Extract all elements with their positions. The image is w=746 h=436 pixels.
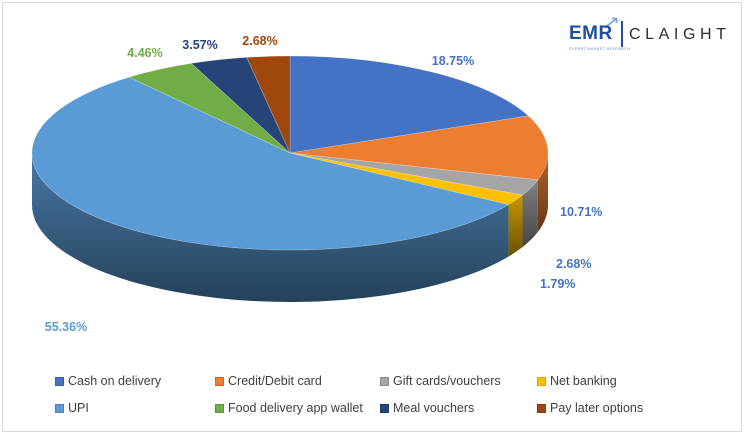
legend-label-meal-vouchers: Meal vouchers [393, 401, 475, 415]
data-label-credit-debit-card: 10.71% [560, 205, 602, 219]
legend-swatch-food-delivery-app-wallet [215, 403, 224, 413]
legend-item-net-banking: Net banking [537, 374, 617, 388]
legend-label-upi: UPI [68, 401, 89, 415]
legend-swatch-pay-later-options [537, 403, 546, 413]
logo-divider [621, 21, 623, 47]
legend-label-net-banking: Net banking [550, 374, 617, 388]
data-label-upi: 55.36% [45, 320, 87, 334]
pie-side-credit-debit-card [537, 153, 548, 232]
emr-claight-logo: EMR EXPERT MARKET RESEARCH CLAIGHT [563, 17, 743, 57]
pie-slice-net-banking [289, 152, 524, 205]
pie-chart: 18.75% 10.71% 2.68% 1.79% 55.36% 4.46% 3.57% 2.… [31, 34, 602, 334]
pie-slice-credit-debit-card [289, 115, 549, 181]
chart-frame: 18.75% 10.71% 2.68% 1.79% 55.36% 4.46% 3.57% 2.… [2, 2, 742, 432]
legend-swatch-credit-debit-card [215, 376, 224, 386]
pie-slice-pay-later-options [246, 55, 291, 154]
legend-swatch-cash-on-delivery [55, 376, 64, 386]
legend-item-gift-cards-vouchers: Gift cards/vouchers [380, 374, 501, 388]
legend-item-cash-on-delivery: Cash on delivery [55, 374, 161, 388]
legend-item-food-delivery-app-wallet: Food delivery app wallet [215, 401, 363, 415]
pie-side-gift-cards-vouchers [522, 179, 538, 248]
pie-slice-upi [31, 76, 510, 251]
legend-label-food-delivery-app-wallet: Food delivery app wallet [228, 401, 363, 415]
legend-swatch-gift-cards-vouchers [380, 376, 389, 386]
legend-swatch-upi [55, 403, 64, 413]
pie-slice-food-delivery-app-wallet [128, 63, 291, 154]
logo-tagline: EXPERT MARKET RESEARCH [569, 46, 631, 51]
data-label-gift-cards-vouchers: 2.68% [556, 257, 591, 271]
pie-slice-gift-cards-vouchers [289, 152, 539, 196]
legend-label-pay-later-options: Pay later options [550, 401, 644, 415]
legend-label-credit-debit-card: Credit/Debit card [228, 374, 322, 388]
legend-label-gift-cards-vouchers: Gift cards/vouchers [393, 374, 501, 388]
data-label-pay-later-options: 2.68% [242, 34, 277, 48]
legend-item-upi: UPI [55, 401, 89, 415]
legend-swatch-meal-vouchers [380, 403, 389, 413]
data-label-meal-vouchers: 3.57% [182, 38, 217, 52]
pie-side-upi [32, 153, 509, 302]
pie-side-net-banking [508, 195, 523, 257]
logo-claight-text: CLAIGHT [629, 26, 731, 43]
logo-emr-text: EMR [569, 23, 613, 44]
legend-item-meal-vouchers: Meal vouchers [380, 401, 474, 415]
logo-arrow-icon [606, 17, 618, 27]
pie-slice-cash-on-delivery [289, 55, 530, 154]
legend-swatch-net-banking [537, 376, 546, 386]
legend-item-pay-later-options: Pay later options [537, 401, 643, 415]
data-label-cash-on-delivery: 18.75% [432, 54, 474, 68]
chart-legend: Cash on delivery Credit/Debit card Gift ca… [55, 374, 695, 420]
pie-slice-meal-vouchers [190, 57, 291, 154]
data-label-net-banking: 1.79% [540, 277, 575, 291]
data-label-food-delivery-app-wallet: 4.46% [127, 46, 162, 60]
legend-item-credit-debit-card: Credit/Debit card [215, 374, 322, 388]
legend-label-cash-on-delivery: Cash on delivery [68, 374, 162, 388]
